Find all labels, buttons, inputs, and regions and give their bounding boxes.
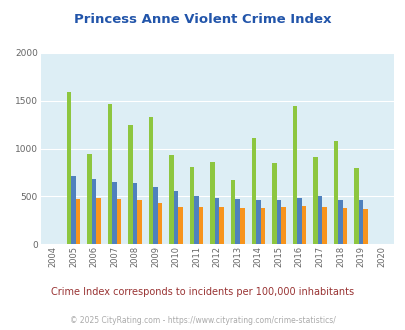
Bar	[301, 206, 305, 244]
Bar	[317, 196, 321, 244]
Bar	[358, 200, 362, 244]
Bar	[66, 92, 71, 244]
Bar	[210, 162, 214, 244]
Bar	[256, 200, 260, 244]
Bar	[235, 199, 239, 244]
Text: Princess Anne Violent Crime Index: Princess Anne Violent Crime Index	[74, 13, 331, 26]
Bar	[342, 208, 346, 244]
Bar	[117, 199, 121, 244]
Bar	[153, 187, 158, 244]
Bar	[219, 207, 224, 244]
Bar	[353, 168, 358, 244]
Bar	[137, 200, 141, 244]
Bar	[214, 198, 219, 244]
Bar	[230, 180, 235, 244]
Bar	[132, 183, 137, 244]
Bar	[194, 196, 198, 244]
Bar	[96, 198, 100, 244]
Bar	[128, 125, 132, 244]
Bar	[190, 167, 194, 244]
Bar	[276, 200, 280, 244]
Bar	[87, 154, 92, 244]
Bar	[112, 182, 117, 244]
Bar	[71, 176, 75, 244]
Bar	[92, 179, 96, 244]
Bar	[75, 199, 80, 244]
Bar	[362, 209, 367, 244]
Bar	[169, 155, 173, 244]
Text: Crime Index corresponds to incidents per 100,000 inhabitants: Crime Index corresponds to incidents per…	[51, 287, 354, 297]
Bar	[296, 198, 301, 244]
Bar	[178, 207, 183, 244]
Bar	[280, 207, 285, 244]
Bar	[173, 191, 178, 244]
Bar	[239, 208, 244, 244]
Bar	[312, 157, 317, 244]
Bar	[149, 117, 153, 244]
Bar	[107, 104, 112, 244]
Bar	[271, 163, 276, 244]
Text: © 2025 CityRating.com - https://www.cityrating.com/crime-statistics/: © 2025 CityRating.com - https://www.city…	[70, 315, 335, 325]
Bar	[321, 207, 326, 244]
Bar	[251, 138, 256, 244]
Bar	[260, 208, 264, 244]
Bar	[337, 200, 342, 244]
Bar	[158, 203, 162, 244]
Bar	[198, 207, 203, 244]
Bar	[292, 106, 296, 244]
Bar	[333, 141, 337, 244]
